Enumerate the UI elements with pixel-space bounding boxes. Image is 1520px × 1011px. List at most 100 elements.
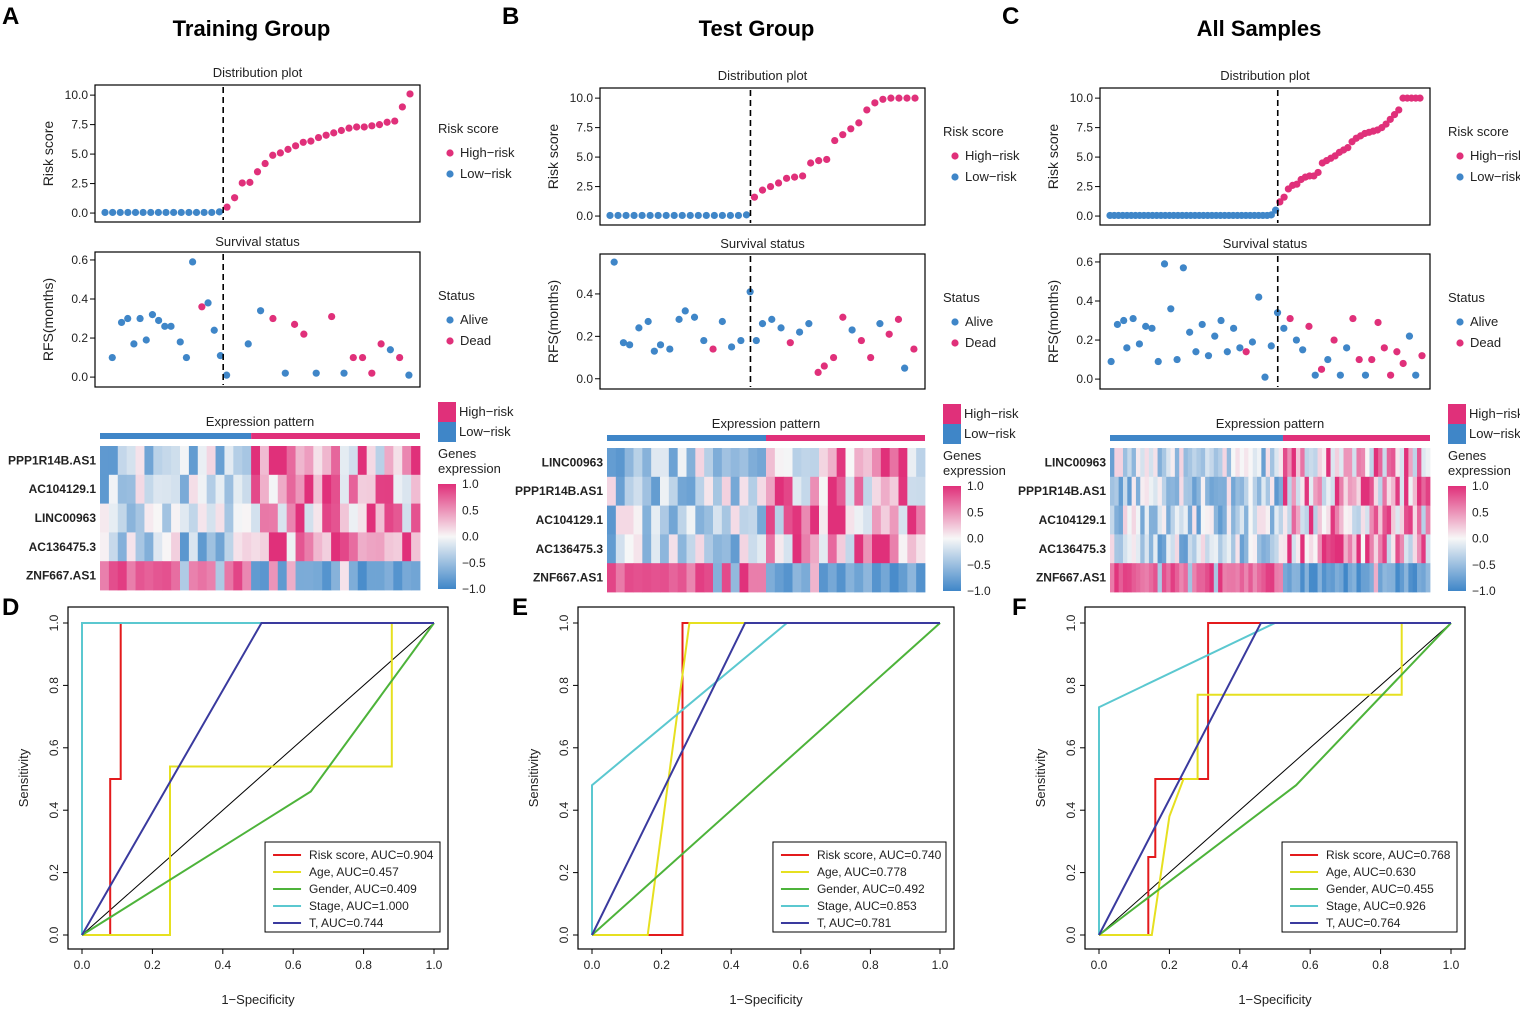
heatmap-cell xyxy=(171,561,181,591)
roc-diagonal-line xyxy=(81,622,435,936)
heatmap-cell xyxy=(260,532,270,562)
heatmap-cell xyxy=(819,563,829,593)
heatmap-cell xyxy=(819,476,829,506)
low-risk-point xyxy=(710,211,718,220)
heatmap-cell xyxy=(188,503,199,533)
low-risk-point xyxy=(718,211,726,220)
color-scale-tick: 0.0 xyxy=(1472,532,1489,546)
heatmap-cell xyxy=(660,448,670,478)
high-risk-point xyxy=(1395,106,1403,114)
heatmap-cell xyxy=(277,474,288,504)
heatmap-cell xyxy=(1417,563,1422,593)
heatmap-cell xyxy=(366,503,376,533)
low-risk-point xyxy=(170,208,178,217)
heatmap-cell xyxy=(607,534,617,564)
dead-point xyxy=(377,340,385,348)
heatmap-cell xyxy=(1231,476,1236,506)
heatmap-cell xyxy=(880,505,891,535)
heatmap-cell xyxy=(624,448,634,478)
heatmap-cell xyxy=(1222,505,1228,535)
heatmap-cell xyxy=(1257,505,1262,535)
distribution-plot-frame xyxy=(94,84,421,223)
dist-y-tick-label: 5.0 xyxy=(1076,150,1093,164)
heatmap-cell xyxy=(668,505,679,535)
high-risk-point xyxy=(1416,94,1424,102)
heatmap-cell xyxy=(1300,534,1305,564)
heatmap-cell xyxy=(1270,448,1275,478)
heatmap-cell xyxy=(1408,448,1414,478)
legend-dead-dot xyxy=(1456,339,1464,347)
roc-y-tick-label: 0.2 xyxy=(557,864,571,881)
roc-y-tick-label: 0.0 xyxy=(47,926,61,943)
dead-point xyxy=(829,353,838,362)
dead-point xyxy=(709,345,717,353)
legend-high-risk-label: High−risk xyxy=(460,145,515,160)
dead-point xyxy=(1418,352,1426,360)
heatmap-cell xyxy=(819,505,829,535)
heatmap-cell xyxy=(1308,448,1314,478)
high-risk-point xyxy=(368,122,376,130)
heatmap-cell xyxy=(100,446,110,476)
heatmap-cell xyxy=(739,563,749,593)
low-risk-point xyxy=(177,208,185,217)
heatmap-cell xyxy=(1192,505,1197,535)
heatmap-cell xyxy=(1270,563,1275,593)
heatmap-cell xyxy=(854,534,864,564)
heatmap-cell xyxy=(1222,563,1228,593)
legend-alive-label: Alive xyxy=(460,312,488,327)
heatmap-cell xyxy=(1261,448,1267,478)
gene-label: AC104129.1 xyxy=(536,513,604,527)
roc-x-tick-label: 0.8 xyxy=(355,958,372,972)
heatmap-cell xyxy=(1352,476,1357,506)
heatmap-cell xyxy=(1365,505,1370,535)
heatmap-cell xyxy=(1222,448,1228,478)
heatmap-cell xyxy=(748,448,758,478)
heatmap-cell xyxy=(1244,505,1249,535)
heatmap-cell xyxy=(357,561,368,591)
heatmap-cell xyxy=(375,532,385,562)
color-scale-tick: −0.5 xyxy=(462,556,486,570)
dead-point xyxy=(1349,314,1357,323)
heatmap-cell xyxy=(126,503,136,533)
heatmap-cell xyxy=(411,474,421,504)
heatmap-cell xyxy=(171,446,181,476)
heatmap-cell xyxy=(721,448,732,478)
alive-point xyxy=(108,353,116,362)
heatmap-cell xyxy=(1131,534,1137,564)
heatmap-cell xyxy=(393,503,403,533)
heatmap-cell xyxy=(615,448,626,478)
alive-point xyxy=(1204,352,1213,360)
heatmap-cell xyxy=(1118,563,1124,593)
heatmap-cell xyxy=(1239,563,1245,593)
heatmap-cell xyxy=(197,446,208,476)
heatmap-cell xyxy=(1326,534,1331,564)
low-risk-point xyxy=(726,211,734,220)
heatmap-cell xyxy=(1192,476,1197,506)
heatmap-cell xyxy=(1291,534,1297,564)
heatmap-cell xyxy=(1356,534,1362,564)
high-risk-point xyxy=(383,118,391,126)
heatmap-cell xyxy=(1200,476,1206,506)
heatmap-cell xyxy=(224,446,234,476)
heatmap-cell xyxy=(1282,476,1288,506)
low-risk-point xyxy=(101,208,109,217)
heatmap-cell xyxy=(739,534,749,564)
color-scale-tick: −1.0 xyxy=(967,584,991,598)
heatmap-cell xyxy=(792,476,802,506)
genes-expression-title-1: Genes xyxy=(1448,448,1487,463)
heatmap-cell xyxy=(313,474,323,504)
roc-y-tick-label: 0.0 xyxy=(1064,926,1078,943)
heatmap-cell xyxy=(668,534,679,564)
heatmap-cell xyxy=(393,561,403,591)
heatmap-cell xyxy=(1209,563,1215,593)
high-risk-point xyxy=(360,123,368,131)
heatmap-cell xyxy=(774,505,785,535)
roc-y-tick-label: 0.4 xyxy=(1064,802,1078,819)
legend-dead-label: Dead xyxy=(460,333,491,348)
heatmap-cell xyxy=(1196,534,1202,564)
alive-point xyxy=(1236,344,1244,352)
gene-label: LINC00963 xyxy=(1045,455,1107,469)
heatmap-cell xyxy=(1308,534,1314,564)
alive-point xyxy=(700,336,708,345)
dead-point xyxy=(786,339,794,347)
